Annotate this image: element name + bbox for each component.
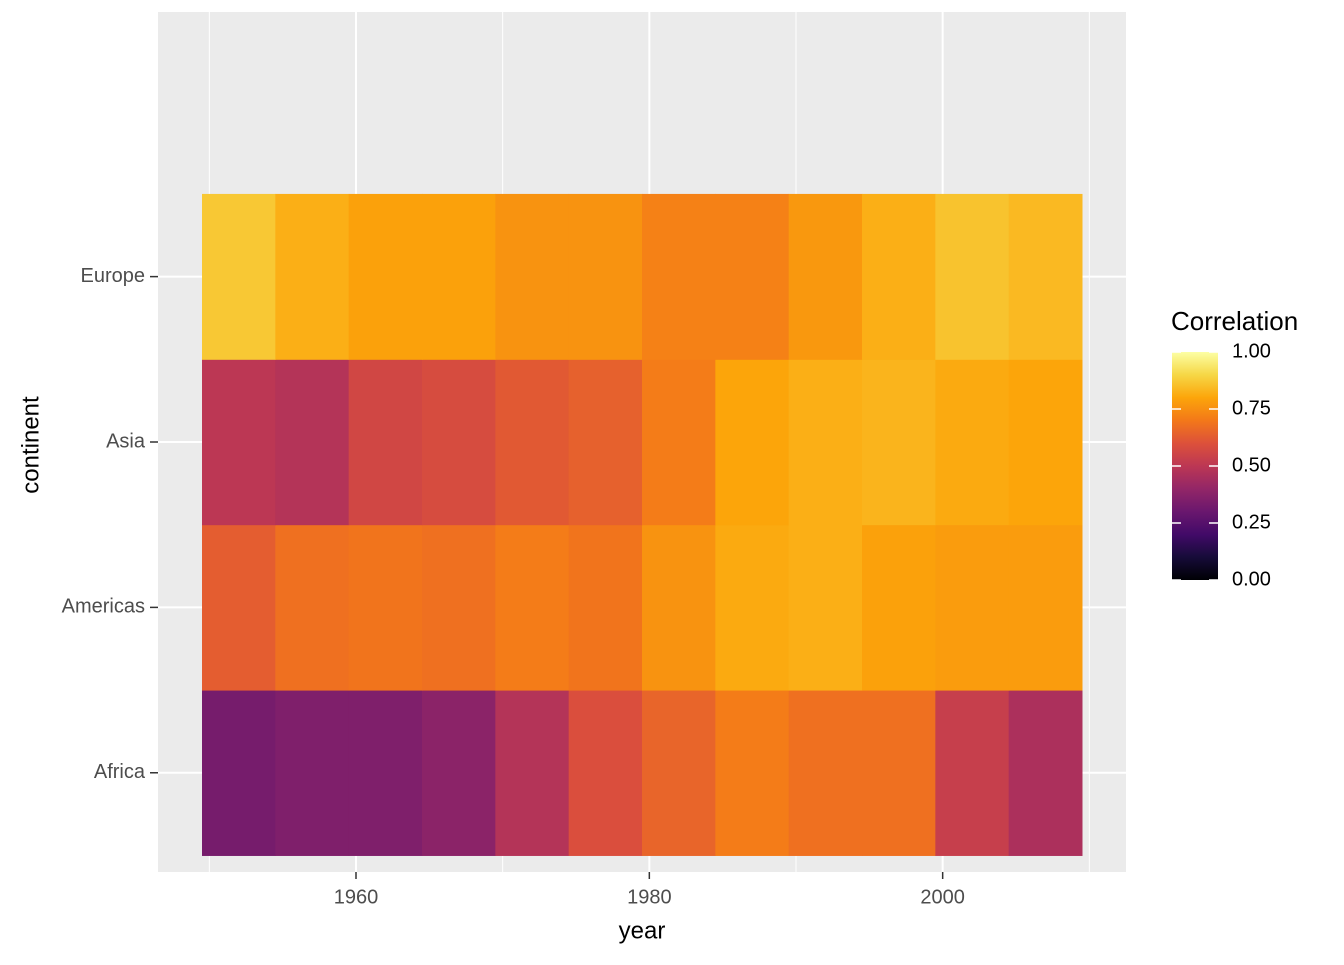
tile [568,193,643,360]
x-axis-title: year [619,917,666,944]
tile [1008,193,1083,360]
tile [715,359,790,526]
y-tick-label: Asia [106,430,146,452]
tile [1008,524,1083,691]
tile [788,690,863,856]
tile [715,524,790,691]
tile [642,690,716,856]
y-tick-label: Europe [81,265,146,287]
y-tick-label: Africa [94,761,146,783]
tile [568,690,643,856]
tile [935,193,1010,360]
tile [862,524,936,691]
tile [348,193,423,360]
tile [275,193,350,360]
tile [495,359,570,526]
tile [568,524,643,691]
colorbar-tick-label: 1.00 [1232,340,1271,362]
tile [1008,359,1083,526]
tile [1008,690,1083,856]
tile [862,690,936,856]
tile [788,359,863,526]
tile [862,359,936,526]
colorbar-tick-label: 0.50 [1232,454,1271,476]
colorbar-tick-label: 0.75 [1232,397,1271,419]
tile [202,524,276,691]
tile [202,193,276,360]
colorbar-tick-label: 0.00 [1232,568,1271,590]
tile [422,193,496,360]
colorbar-tick-label: 0.25 [1232,511,1271,533]
y-tick-label: Americas [62,596,145,618]
tile [642,524,716,691]
x-tick-label: 1980 [627,886,672,908]
tile [788,193,863,360]
x-tick-label: 2000 [920,886,965,908]
tile [202,359,276,526]
tile [495,690,570,856]
tile [495,524,570,691]
tile [422,359,496,526]
tile [935,524,1010,691]
tile [862,193,936,360]
tile [348,690,423,856]
tile [202,690,276,856]
x-tick-label: 1960 [334,886,379,908]
tile [715,193,790,360]
tile [935,359,1010,526]
legend-title: Correlation [1171,306,1298,336]
tile [422,524,496,691]
tile [642,193,716,360]
tile [422,690,496,856]
tile [275,524,350,691]
y-axis-title: continent [17,396,44,494]
tile [348,524,423,691]
tile [348,359,423,526]
tile [275,690,350,856]
tile [568,359,643,526]
tile [935,690,1010,856]
tile [495,193,570,360]
tile [275,359,350,526]
tile [788,524,863,691]
tile [715,690,790,856]
tile [642,359,716,526]
